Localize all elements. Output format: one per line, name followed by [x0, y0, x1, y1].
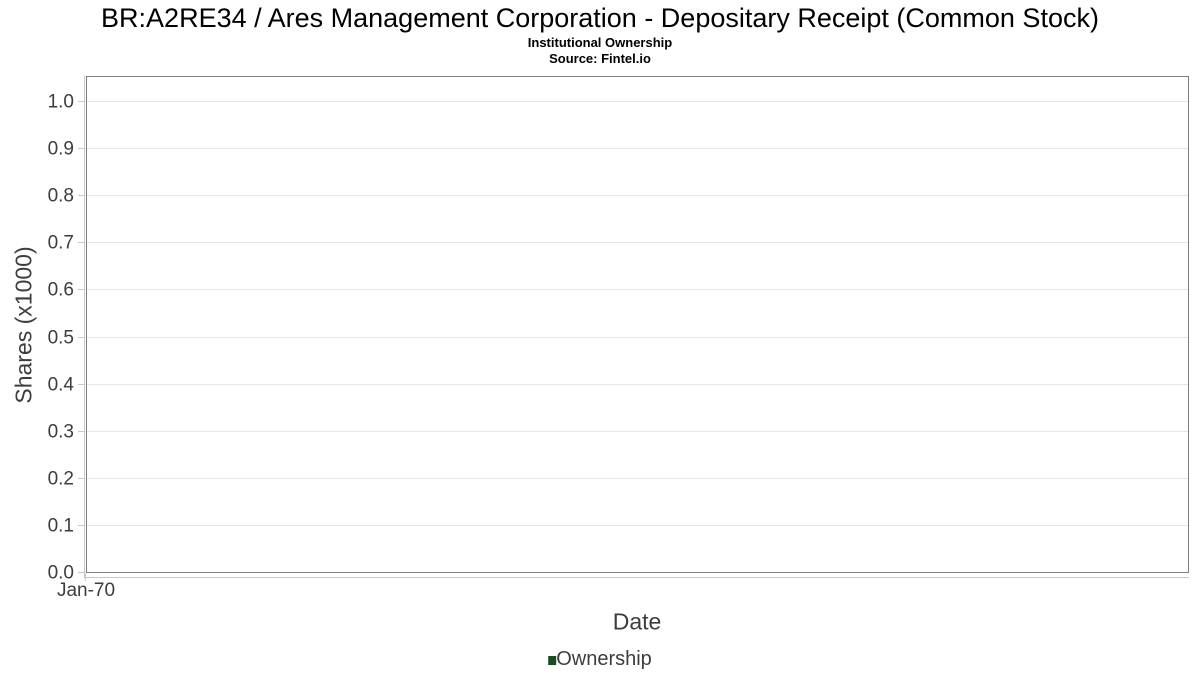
y-tick-mark — [78, 383, 84, 385]
y-tick-mark — [78, 101, 84, 102]
y-axis-line — [84, 76, 85, 578]
y-tick-marks — [78, 76, 84, 573]
y-tick-mark — [78, 242, 84, 244]
y-tick-labels: 0.0 0.1 0.2 0.3 0.4 0.5 0.6 0.7 0.8 0.9 1.0 — [0, 76, 74, 583]
y-tick-label: 0.3 — [47, 421, 74, 443]
legend-swatch-ownership-icon — [548, 655, 557, 665]
y-tick-label: 0.0 — [47, 562, 74, 584]
y-tick-label: 0.8 — [47, 185, 74, 207]
y-tick-mark — [78, 524, 84, 526]
y-tick-label: 1.0 — [47, 91, 74, 113]
y-tick-label: 0.9 — [47, 138, 74, 160]
y-tick-label: 0.2 — [47, 468, 74, 490]
y-tick-mark — [78, 195, 84, 197]
y-tick-label: 0.1 — [47, 515, 74, 537]
x-tick-label: Jan-70 — [56, 580, 116, 601]
chart-title: BR:A2RE34 / Ares Management Corporation … — [101, 3, 1099, 33]
x-tick-mark — [85, 573, 86, 581]
gridline — [87, 195, 1188, 197]
y-tick-mark — [78, 148, 84, 150]
gridline — [87, 430, 1188, 432]
x-axis-line — [84, 577, 1189, 578]
y-tick-mark — [78, 289, 84, 291]
gridlines — [86, 76, 1189, 573]
x-axis-title: Date — [612, 608, 662, 635]
legend-label-ownership: Ownership — [556, 647, 652, 670]
y-tick-mark — [78, 572, 84, 573]
y-tick-label: 0.6 — [47, 279, 74, 301]
y-tick-mark — [78, 477, 84, 479]
y-tick-label: 0.7 — [47, 232, 74, 254]
gridline — [87, 242, 1188, 244]
chart-source-attribution: Source: Fintel.io — [549, 51, 651, 66]
chart-subtitle: Institutional Ownership — [527, 35, 673, 50]
gridline — [87, 383, 1188, 385]
gridline — [87, 524, 1188, 526]
gridline — [87, 477, 1188, 479]
gridline — [87, 148, 1188, 150]
y-tick-mark — [78, 430, 84, 432]
gridline — [87, 336, 1188, 338]
gridline — [87, 101, 1188, 102]
gridline — [87, 289, 1188, 291]
y-tick-mark — [78, 336, 84, 338]
plot-area — [86, 76, 1189, 573]
y-tick-label: 0.4 — [47, 374, 74, 396]
y-axis-title: Shares (x1000) — [10, 246, 37, 404]
legend: Ownership — [548, 647, 652, 671]
y-tick-label: 0.5 — [47, 327, 74, 348]
